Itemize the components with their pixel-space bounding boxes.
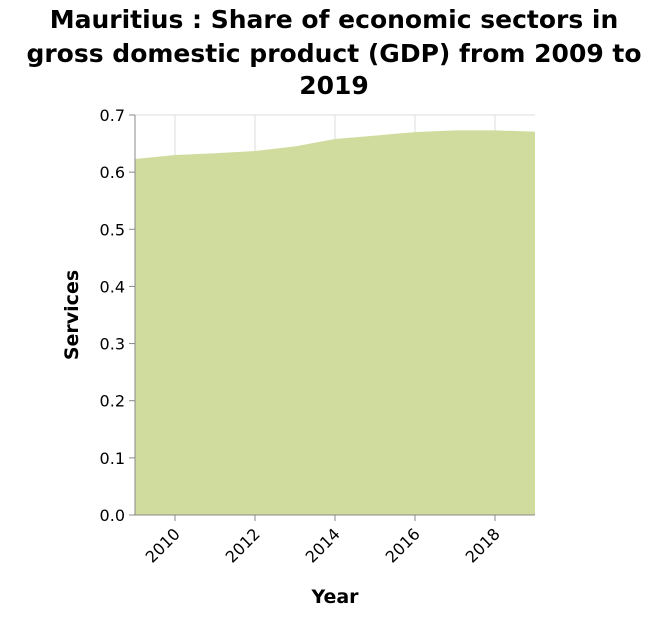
x-tick-label: 2018 [462,524,504,566]
y-tick-label: 0.5 [100,220,125,239]
chart-title-line-3: 2019 [299,71,369,100]
x-tick-label: 2016 [382,524,424,566]
x-tick-label: 2010 [142,524,184,566]
y-tick-label: 0.1 [100,449,125,468]
x-tick-label: 2012 [222,524,264,566]
services-area [135,130,535,515]
y-tick-label: 0.3 [100,335,125,354]
y-tick-label: 0.7 [100,106,125,125]
chart-title-line-2: gross domestic product (GDP) from 2009 t… [26,39,642,68]
y-axis-title: Services [61,270,83,360]
y-tick-label: 0.0 [100,506,125,525]
y-tick-label: 0.4 [100,277,125,296]
y-tick-label: 0.2 [100,392,125,411]
y-tick-label: 0.6 [100,163,125,182]
x-tick-label: 2014 [302,524,344,566]
chart-title-line-1: Mauritius : Share of economic sectors in [49,5,619,34]
x-axis-title: Year [310,586,359,608]
